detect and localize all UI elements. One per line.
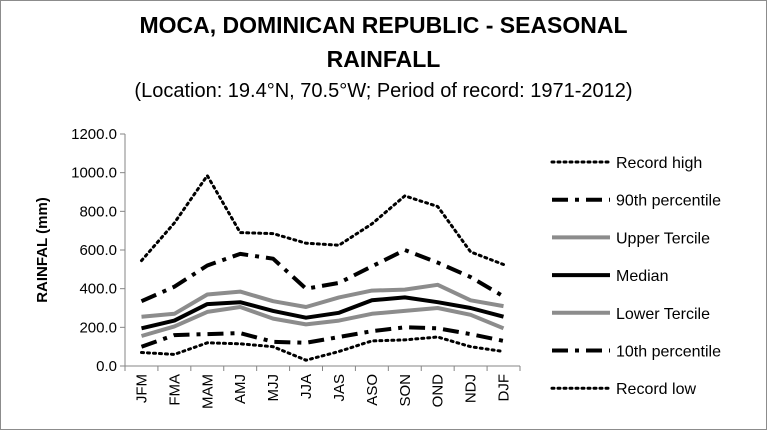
legend-label: Record high	[616, 155, 702, 172]
y-axis-title: RAINFAL (mm)	[34, 197, 51, 303]
y-tick-label: 400.0	[79, 281, 117, 298]
y-tick-label: 600.0	[79, 242, 117, 259]
series-line-upper-tercile	[141, 282, 504, 319]
chart-axes: 0.0 200.0 400.0 600.0 800.0 1000.0 1200.0 JFM FM…	[34, 126, 521, 409]
legend-label: Upper Tercile	[616, 230, 710, 247]
chart-series	[140, 174, 505, 362]
x-tick-label: JAS	[331, 374, 348, 402]
legend-label: 10th percentile	[616, 344, 721, 361]
chart-subtitle: (Location: 19.4°N, 70.5°W; Period of rec…	[134, 80, 633, 102]
x-tick-label: AMJ	[232, 374, 249, 404]
x-tick-label: ASO	[364, 374, 381, 406]
x-tick-label: MAM	[199, 374, 216, 409]
series-line-10th-percentile	[140, 325, 504, 349]
y-tick-label: 200.0	[79, 319, 117, 336]
x-tick-label: JJA	[298, 374, 315, 399]
legend-label: Lower Tercile	[616, 306, 710, 323]
legend-label: Median	[616, 268, 668, 285]
series-line-record-low	[140, 335, 505, 362]
x-tick-label: SON	[397, 374, 414, 407]
legend-label: 90th percentile	[616, 193, 721, 210]
x-tick-label: NDJ	[463, 374, 480, 403]
y-tick-label: 1200.0	[71, 126, 117, 143]
y-tick-label: 800.0	[79, 203, 117, 220]
series-line-90th-percentile	[140, 248, 505, 304]
chart-title-line-2: RAINFALL	[326, 46, 441, 72]
x-tick-label: JFM	[133, 374, 150, 403]
series-line-lower-tercile	[140, 305, 505, 338]
chart-title-line-1: MOCA, DOMINICAN REPUBLIC - SEASONAL	[139, 12, 628, 38]
x-tick-label: FMA	[166, 374, 183, 406]
series-line-record-high	[140, 174, 505, 266]
series-line-median	[141, 295, 505, 331]
x-tick-label: OND	[430, 374, 447, 408]
x-tick-label: DJF	[496, 374, 513, 402]
y-tick-label: 1000.0	[71, 165, 117, 182]
chart-legend: Record high 90th percentile Upper Tercile M…	[550, 155, 721, 398]
x-tick-label: MJJ	[265, 374, 282, 402]
y-tick-label: 0.0	[96, 358, 117, 375]
legend-label: Record low	[616, 381, 696, 398]
